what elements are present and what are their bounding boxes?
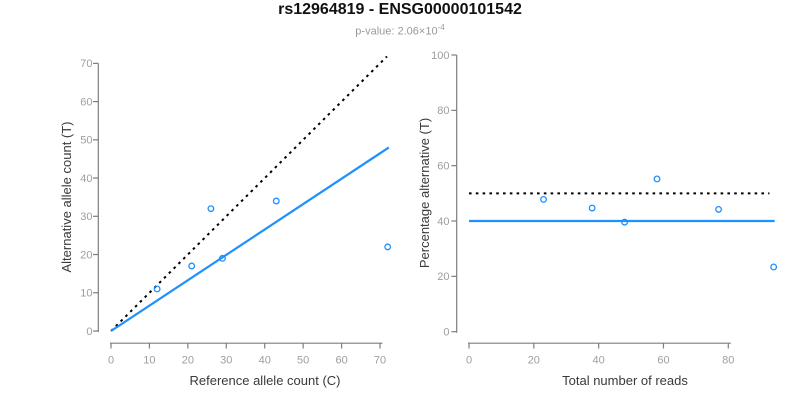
figure-title: rs12964819 - ENSG00000101542 [278, 1, 522, 18]
data-point [653, 175, 661, 183]
data-point [588, 204, 596, 212]
x-tick-label: 50 [297, 355, 309, 367]
x-tick-label: 0 [466, 355, 472, 367]
x-axis-title: Total number of reads [562, 373, 688, 388]
y-tick-label: 60 [80, 96, 92, 108]
y-tick-label: 40 [80, 173, 92, 185]
x-tick-label: 20 [182, 355, 194, 367]
x-tick-label: 80 [722, 355, 734, 367]
data-point [153, 285, 161, 293]
y-tick-label: 50 [80, 135, 92, 147]
y-axis-title: Percentage alternative (T) [417, 118, 432, 268]
x-tick-label: 40 [259, 355, 271, 367]
x-tick-label: 30 [220, 355, 232, 367]
y-axis-title: Alternative allele count (T) [59, 121, 74, 272]
data-point [207, 205, 215, 213]
x-axis-title: Reference allele count (C) [189, 373, 340, 388]
y-tick-label: 60 [437, 160, 449, 172]
data-point [218, 254, 226, 262]
data-point [770, 263, 778, 271]
x-tick-label: 60 [335, 355, 347, 367]
regression-line [110, 146, 390, 332]
data-point [715, 205, 723, 213]
x-tick-label: 70 [374, 355, 386, 367]
data-point [384, 243, 392, 251]
figure-subtitle: p-value: 2.06×10-4 [0, 23, 800, 38]
data-point [621, 218, 629, 226]
y-tick-label: 0 [443, 327, 449, 339]
x-tick-label: 10 [143, 355, 155, 367]
y-tick-label: 0 [86, 326, 92, 338]
data-point [540, 195, 547, 203]
y-tick-label: 30 [80, 211, 92, 223]
y-tick-label: 80 [437, 105, 449, 117]
y-tick-label: 100 [431, 50, 449, 62]
data-point [272, 197, 280, 205]
x-tick-label: 60 [657, 355, 669, 367]
y-tick-label: 20 [437, 271, 449, 283]
x-tick-label: 20 [528, 355, 540, 367]
data-point [188, 262, 196, 270]
x-tick-label: 0 [108, 355, 114, 367]
y-tick-label: 10 [80, 288, 92, 300]
pvalue-exponent: -4 [437, 23, 445, 32]
identity-line [110, 55, 388, 332]
y-tick-label: 20 [80, 249, 92, 261]
percentage-vs-reads-scatter: 0 20 40 60 80 0 20 40 60 80 100 Total number of rea… [417, 50, 778, 388]
y-tick-label: 40 [437, 216, 449, 228]
y-tick-label: 70 [80, 58, 92, 70]
x-tick-label: 40 [593, 355, 605, 367]
allele-count-scatter: 0 10 20 30 40 50 60 70 0 10 20 30 40 50 60 70 Reference … [59, 55, 392, 388]
pvalue-label: p-value: 2.06×10 [355, 25, 438, 38]
